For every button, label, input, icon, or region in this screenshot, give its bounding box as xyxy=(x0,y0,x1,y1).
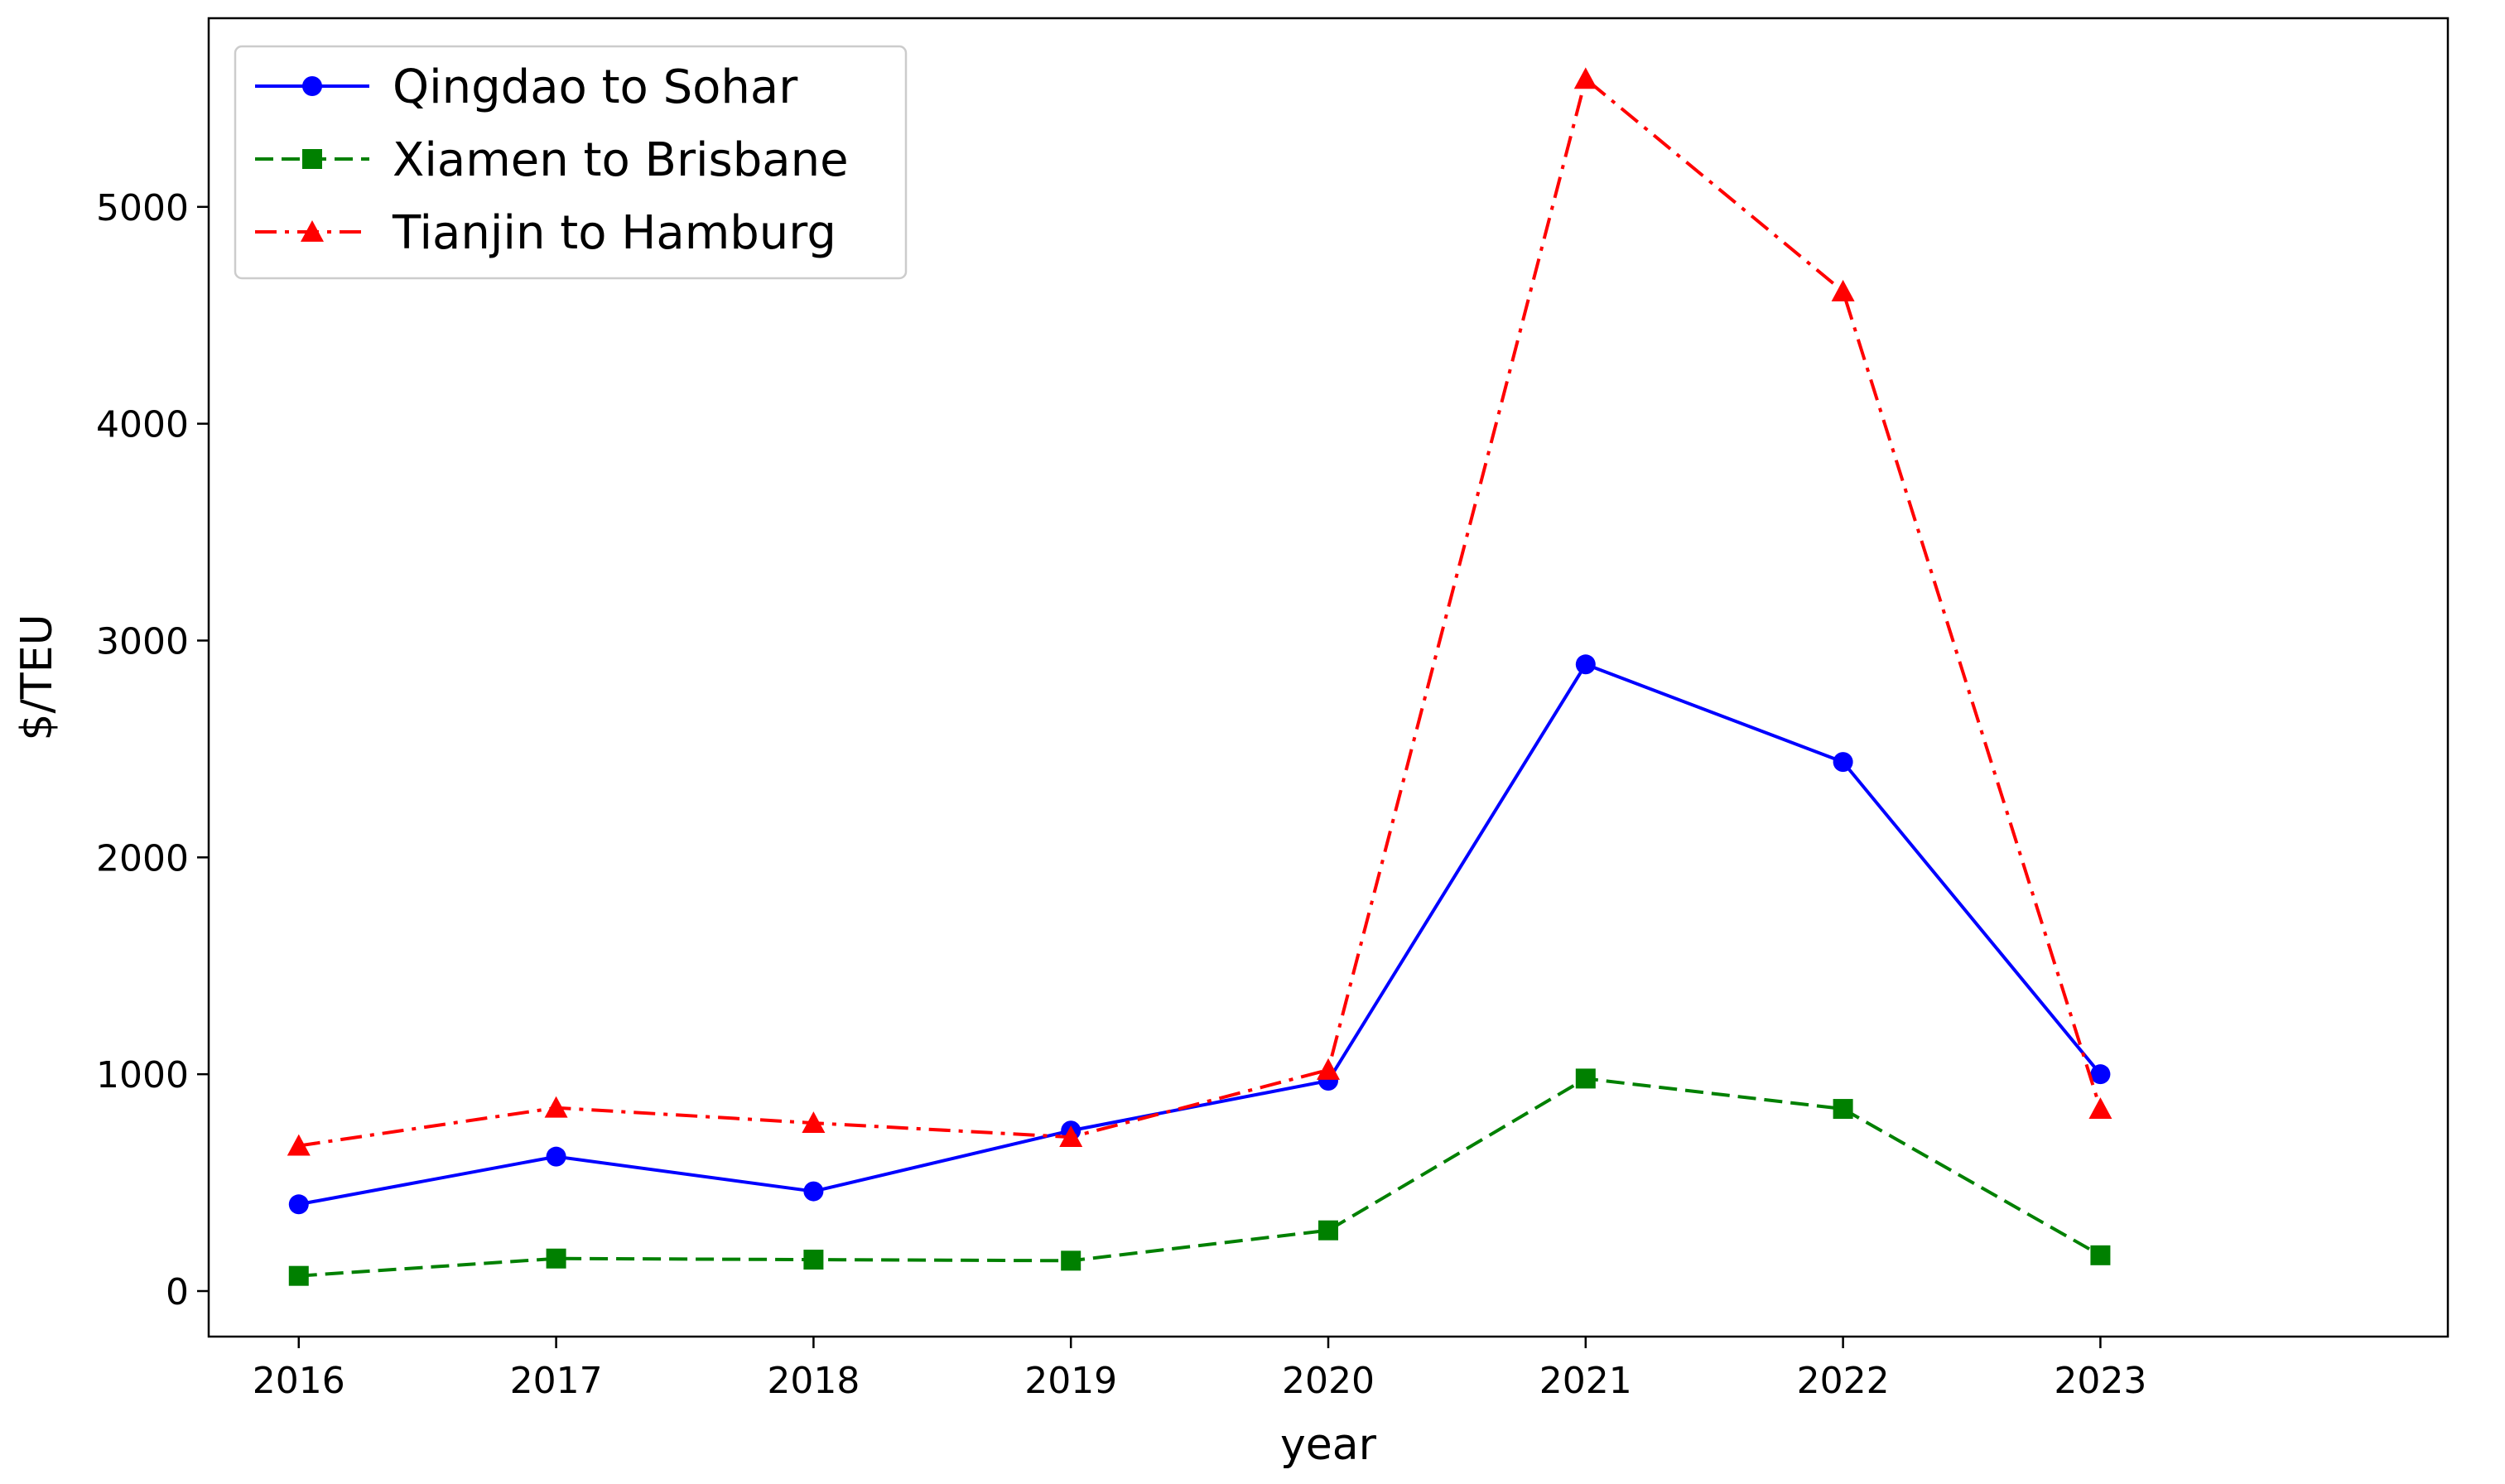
data-point xyxy=(2088,1097,2112,1119)
series-line xyxy=(298,662,2102,1207)
data-point xyxy=(1317,1058,1340,1080)
data-point xyxy=(803,1181,824,1202)
data-point xyxy=(288,1194,309,1215)
legend-marker xyxy=(302,149,322,169)
y-tick-label: 4000 xyxy=(96,404,189,446)
x-tick-label: 2019 xyxy=(1024,1360,1117,1402)
x-tick-label: 2018 xyxy=(767,1360,860,1402)
series-2 xyxy=(288,1068,2111,1286)
y-tick-label: 2000 xyxy=(96,837,189,879)
x-tick-label: 2020 xyxy=(1282,1360,1375,1402)
data-point xyxy=(1318,1220,1338,1241)
legend-marker xyxy=(301,220,324,242)
y-tick-label: 0 xyxy=(166,1271,189,1313)
data-point xyxy=(1573,67,1597,89)
y-tick-label: 5000 xyxy=(96,187,189,229)
legend-item: Tianjin to Hamburg xyxy=(255,206,836,260)
legend-label: Qingdao to Sohar xyxy=(393,60,798,114)
legend-label: Tianjin to Hamburg xyxy=(392,206,836,260)
data-point xyxy=(287,1134,311,1156)
y-tick-label: 3000 xyxy=(96,620,189,662)
x-tick-label: 2016 xyxy=(253,1360,345,1402)
series-layer xyxy=(287,67,2112,1286)
y-axis-label: $/TEU xyxy=(12,614,62,740)
legend-item: Xiamen to Brisbane xyxy=(255,133,849,187)
x-tick-label: 2023 xyxy=(2054,1360,2146,1402)
data-point xyxy=(1059,1125,1083,1148)
data-point xyxy=(1833,752,1853,773)
data-point xyxy=(1575,1068,1596,1089)
data-point xyxy=(1831,279,1855,301)
legend-marker xyxy=(302,76,322,96)
data-point xyxy=(2090,1064,2111,1085)
legend-item: Qingdao to Sohar xyxy=(255,60,798,114)
series-3 xyxy=(287,67,2112,1156)
y-tick-label: 1000 xyxy=(96,1054,189,1096)
legend: Qingdao to Sohar Xiamen to Brisbane Tianji… xyxy=(234,45,908,280)
legend-box xyxy=(234,45,908,280)
x-axis-label: year xyxy=(1280,1420,1377,1470)
data-point xyxy=(546,1146,566,1167)
data-point xyxy=(546,1248,566,1269)
x-tick-label: 2022 xyxy=(1797,1360,1890,1402)
data-point xyxy=(803,1250,824,1270)
series-line xyxy=(298,77,2103,1148)
data-point xyxy=(1575,654,1596,675)
axes-layer: 2016 2017 2018 2019 2020 2021 2022 2023 0 1000 200… xyxy=(96,17,2450,1402)
data-point xyxy=(802,1111,826,1133)
x-tick-label: 2021 xyxy=(1539,1360,1632,1402)
data-point xyxy=(1833,1099,1853,1120)
series-line xyxy=(298,1077,2102,1278)
x-tick-label: 2017 xyxy=(510,1360,603,1402)
data-point xyxy=(544,1096,568,1118)
data-point xyxy=(1061,1250,1081,1271)
data-point xyxy=(288,1265,309,1286)
data-point xyxy=(2090,1245,2111,1265)
legend-label: Xiamen to Brisbane xyxy=(393,133,849,187)
